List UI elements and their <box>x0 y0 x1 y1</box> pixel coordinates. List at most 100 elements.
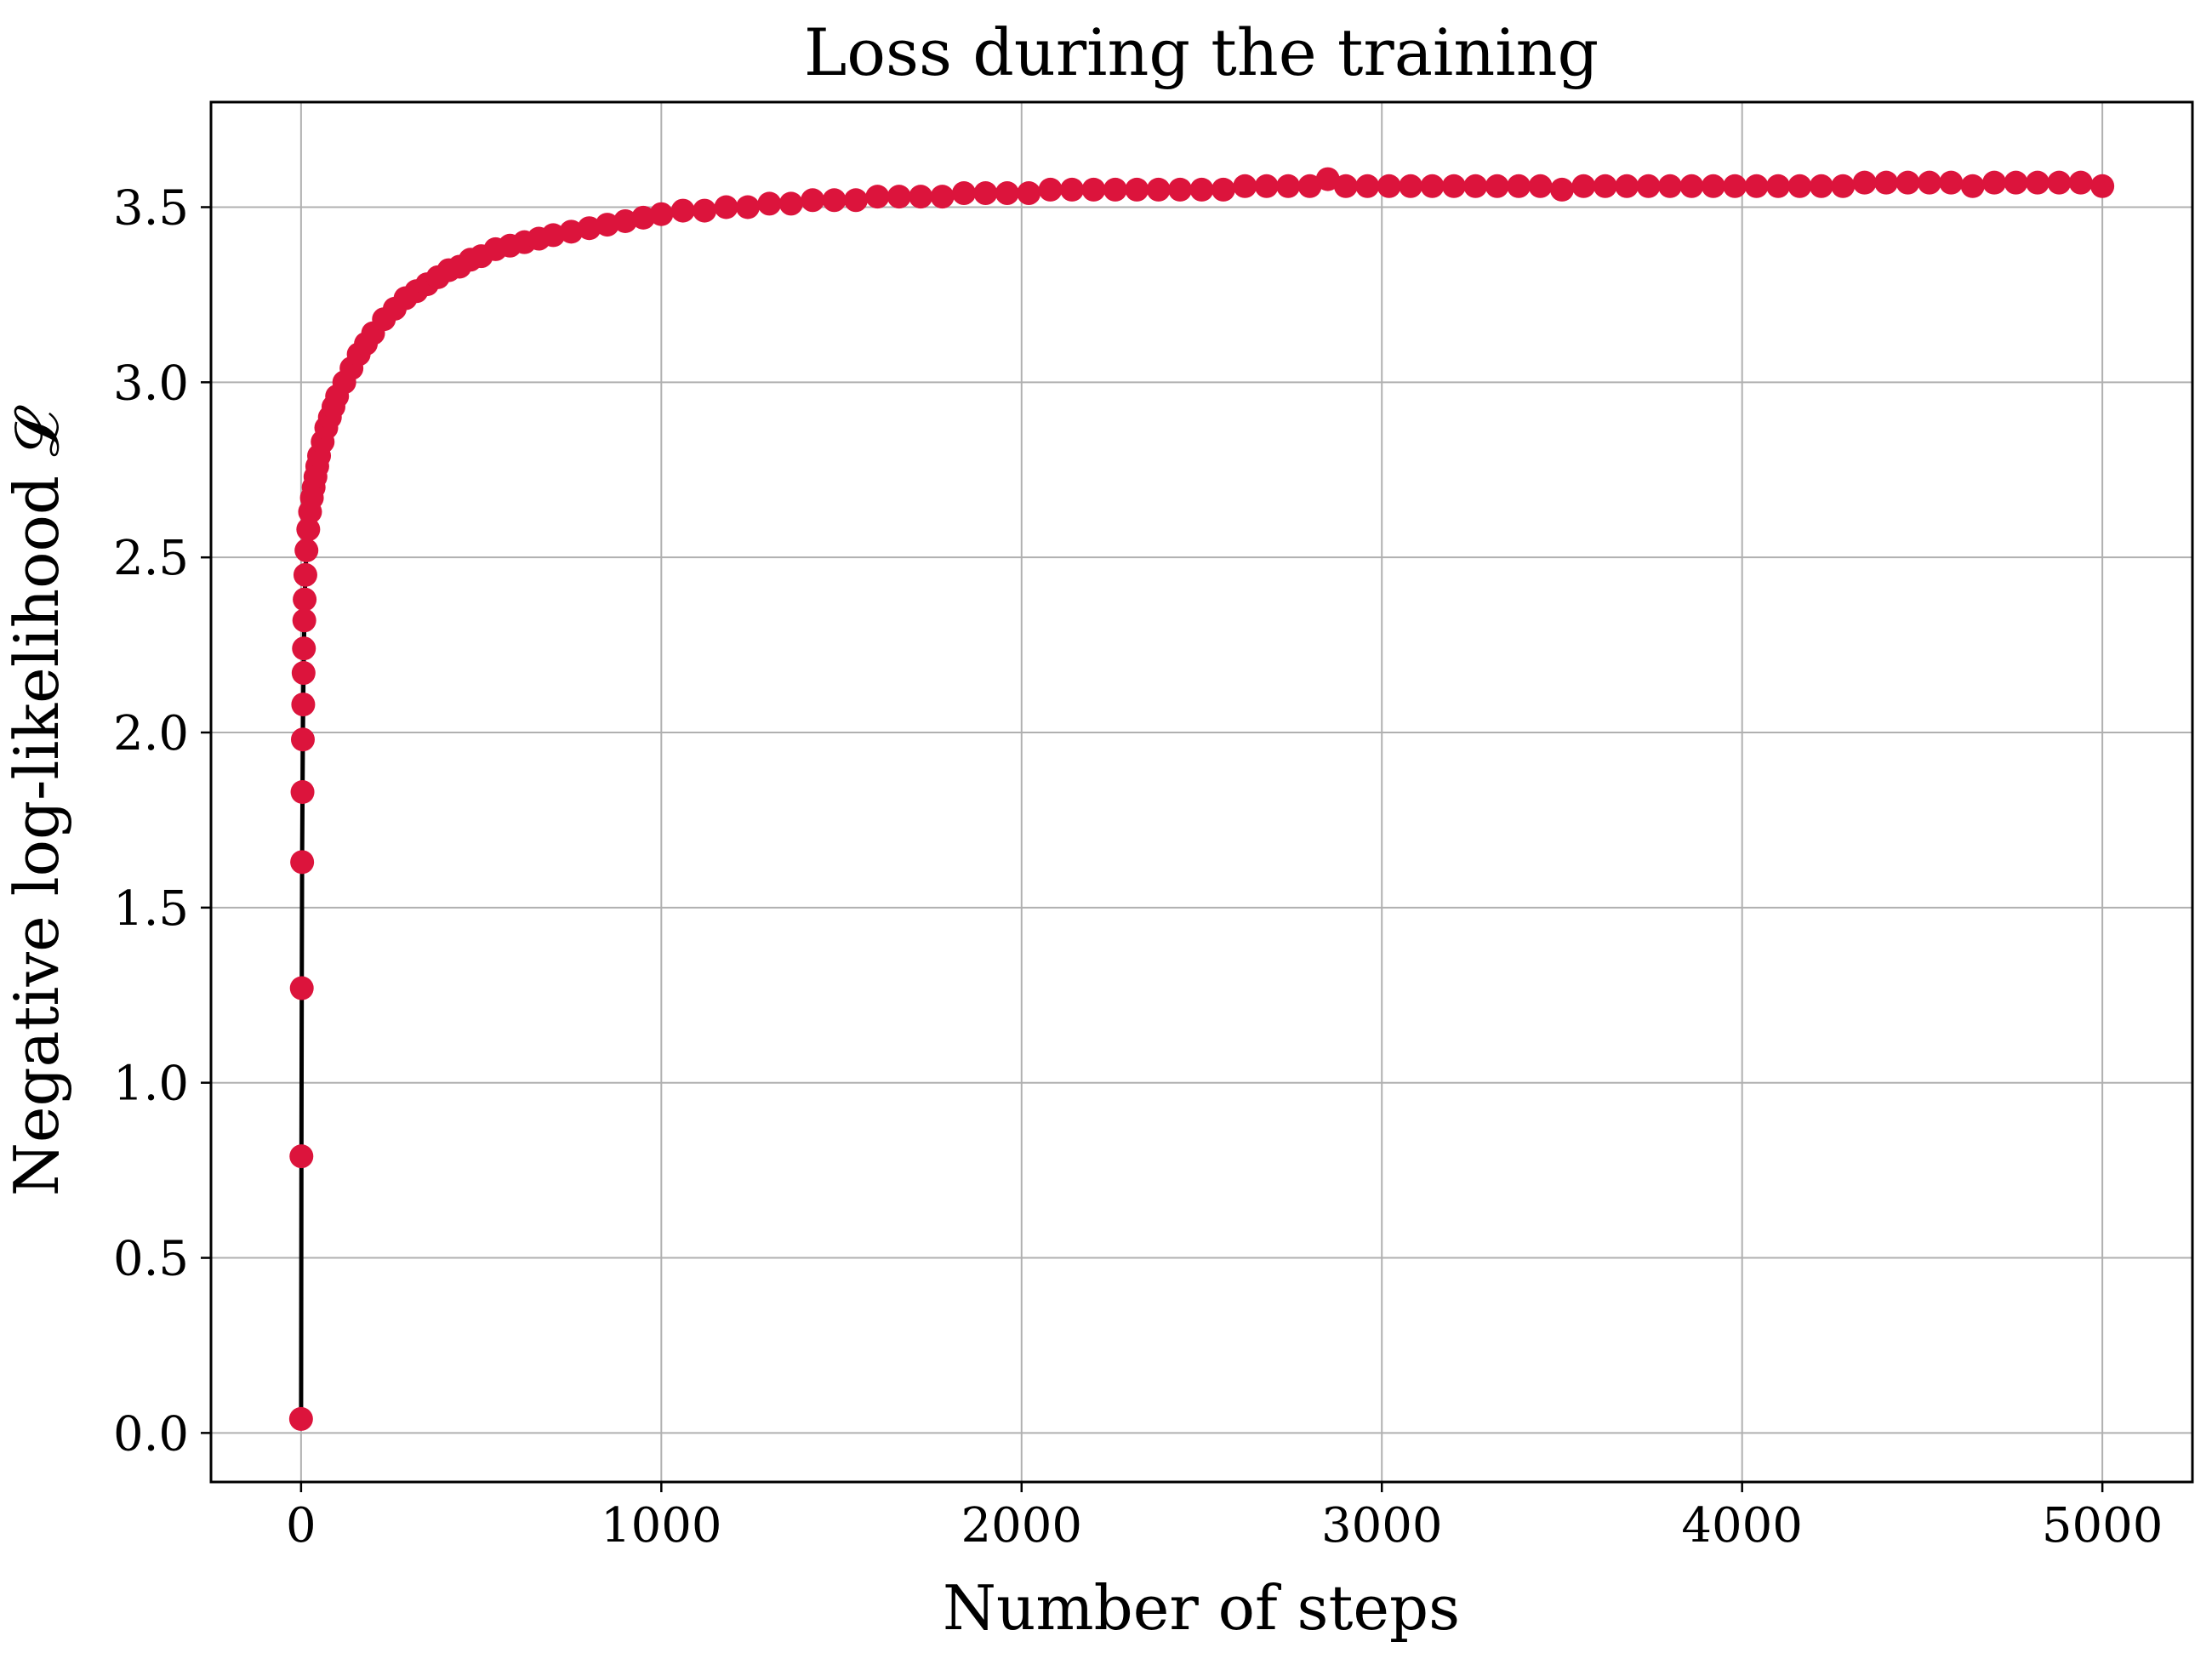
data-point <box>865 185 890 209</box>
x-tick-label: 1000 <box>601 1498 722 1553</box>
ticks: 0 1000 2000 3000 4000 5000 0.0 0.5 1.0 1.5 2.0 2.5 3… <box>113 181 2163 1553</box>
x-tick-label: 0 <box>286 1498 316 1553</box>
data-point <box>541 223 566 248</box>
data-point <box>2025 170 2050 195</box>
data-point <box>995 181 1019 206</box>
data-point <box>1125 177 1149 202</box>
data-point <box>613 208 637 233</box>
data-point <box>1276 174 1301 198</box>
data-point <box>1960 174 1985 198</box>
data-point <box>1636 174 1661 198</box>
data-point <box>1485 174 1509 198</box>
y-tick-label: 0.5 <box>113 1232 189 1287</box>
data-point <box>1549 177 1574 202</box>
data-point <box>1377 174 1401 198</box>
data-point <box>757 191 782 216</box>
data-point <box>1874 170 1899 195</box>
data-point <box>1333 174 1358 198</box>
data-point <box>801 188 825 213</box>
grid <box>211 102 2192 1482</box>
data-point <box>290 780 315 804</box>
y-tick-label: 2.0 <box>113 706 189 761</box>
data-point <box>1146 177 1171 202</box>
data-point <box>735 195 760 219</box>
data-point <box>930 185 955 209</box>
data-point <box>1723 174 1747 198</box>
data-point <box>1896 170 1920 195</box>
data-point <box>1809 174 1833 198</box>
data-point <box>887 185 911 209</box>
x-tick-label: 3000 <box>1321 1498 1443 1553</box>
data-point <box>289 1144 314 1169</box>
y-tick-label: 0.0 <box>113 1406 189 1462</box>
data-point <box>693 198 717 223</box>
data-point <box>1528 174 1553 198</box>
data-point <box>1679 174 1704 198</box>
series-layer <box>288 167 2115 1431</box>
data-point <box>1441 174 1466 198</box>
data-point <box>293 562 317 587</box>
y-tick-label: 3.0 <box>113 356 189 411</box>
data-point <box>1254 174 1279 198</box>
data-point <box>1852 170 1877 195</box>
data-point <box>1017 181 1041 206</box>
data-point <box>289 976 314 1000</box>
data-point <box>1420 174 1445 198</box>
data-point <box>909 185 933 209</box>
data-point <box>290 850 315 875</box>
data-point <box>1593 174 1617 198</box>
data-point <box>294 538 319 562</box>
data-point <box>296 517 321 542</box>
data-point <box>1939 170 1964 195</box>
data-point <box>2068 170 2093 195</box>
data-point <box>1701 174 1725 198</box>
data-point <box>1982 170 2007 195</box>
data-point <box>1615 174 1639 198</box>
data-point <box>559 219 584 244</box>
data-point <box>291 661 316 686</box>
data-point <box>290 727 315 752</box>
plot-frame <box>209 100 2194 1484</box>
data-point <box>1038 177 1063 202</box>
x-tick-label: 4000 <box>1681 1498 1803 1553</box>
data-point <box>2004 170 2028 195</box>
data-point <box>631 205 656 230</box>
data-point <box>822 188 847 213</box>
x-axis-label: Number of steps <box>943 1572 1460 1644</box>
x-tick-label: 2000 <box>961 1498 1083 1553</box>
data-point <box>595 213 619 237</box>
data-point <box>1211 177 1235 202</box>
chart-title: Loss during the training <box>804 14 1599 90</box>
data-point <box>1917 170 1941 195</box>
data-point <box>577 216 601 241</box>
data-point <box>973 181 998 206</box>
data-point <box>1315 167 1340 191</box>
y-axis-label: Negative log-likelihood 𝓛 <box>1 405 72 1196</box>
y-tick-label: 2.5 <box>113 531 189 586</box>
data-point <box>1463 174 1488 198</box>
data-point <box>1168 177 1193 202</box>
data-point <box>288 1406 313 1431</box>
data-point <box>1507 174 1531 198</box>
data-point <box>1766 174 1791 198</box>
data-point <box>2047 170 2072 195</box>
y-tick-label: 3.5 <box>113 181 189 237</box>
data-point <box>1081 177 1106 202</box>
data-point <box>670 198 695 223</box>
data-point <box>1060 177 1085 202</box>
data-point <box>1571 174 1596 198</box>
data-point <box>1355 174 1380 198</box>
data-point <box>1103 177 1127 202</box>
data-point <box>1297 174 1322 198</box>
data-point <box>2090 174 2115 198</box>
data-point <box>952 181 977 206</box>
data-point <box>1233 174 1257 198</box>
data-point <box>1831 174 1856 198</box>
data-point <box>649 202 674 226</box>
data-point <box>293 587 317 612</box>
data-point <box>1399 174 1423 198</box>
data-point <box>291 693 316 717</box>
data-point <box>1189 177 1214 202</box>
